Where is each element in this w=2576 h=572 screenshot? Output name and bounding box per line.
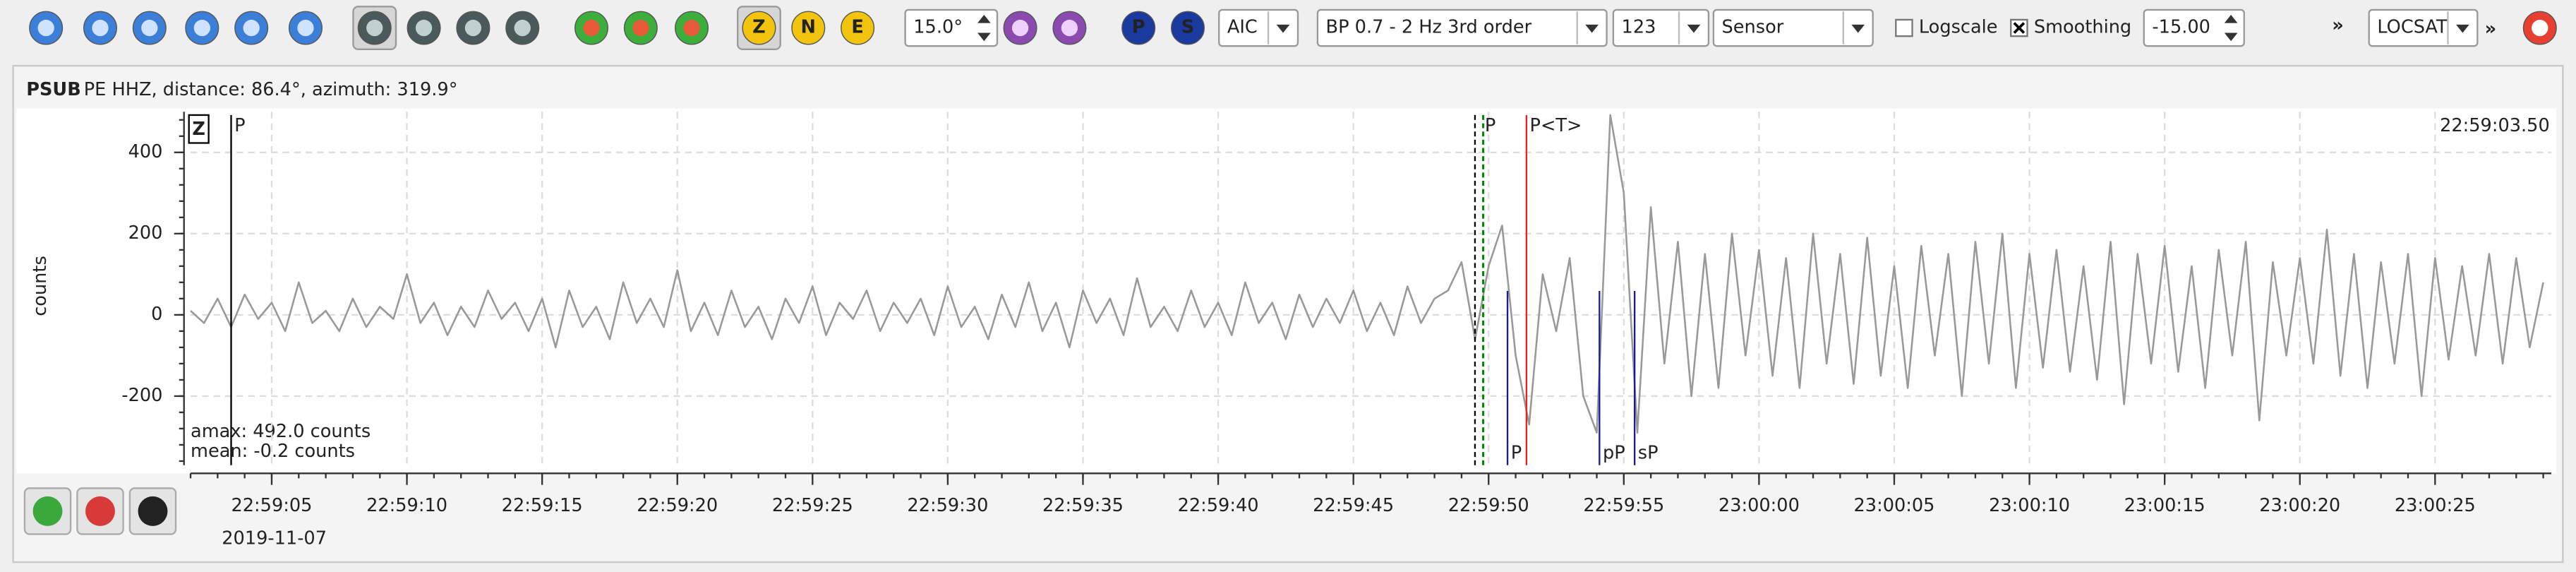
tool-button[interactable] [841,11,875,45]
offset-spinbox[interactable] [2143,8,2245,47]
y-axis-label: counts [30,256,51,316]
pick-label: pP [1603,442,1625,463]
logscale-label: Logscale [1919,17,1998,38]
icon [415,19,433,37]
x-tick-label: 22:59:15 [502,495,583,516]
x-tick-label: 22:59:50 [1448,495,1529,516]
plot-area [16,108,2557,474]
pick-label: P [234,115,245,136]
pick-label: P<T> [1530,115,1582,136]
icon [1011,19,1029,37]
icon [141,19,158,37]
action-icon [85,496,115,526]
y-tick-label: -200 [121,385,162,406]
picker-combo[interactable] [1218,8,1299,47]
spin-down [977,32,991,42]
arrow [1585,24,1599,33]
x-tick-label: 23:00:05 [1854,495,1935,516]
y-tick-label: 200 [128,222,163,244]
action-icon [138,496,168,526]
offset-spinbox-text: -15.00 [2152,17,2210,38]
start-time: 22:59:03.50 [2440,115,2550,136]
amax: amax: 492.0 counts [191,421,371,442]
tool-button[interactable] [1171,11,1205,45]
x-tick-label: 23:00:10 [1989,495,2070,516]
station: PSUB [26,79,80,100]
arrow [1687,24,1701,33]
tool-button[interactable] [1121,11,1156,45]
spin-up [2224,14,2238,23]
locator-combo-text: LOCSAT [2377,17,2448,38]
angle-spinbox-text: 15.0° [913,17,963,38]
more-button[interactable]: » [2485,18,2497,40]
filter-combo[interactable] [1316,8,1608,47]
x-tick-label: 22:59:05 [231,495,312,516]
phase-button-label: P [1132,17,1145,38]
x-tick-label: 23:00:00 [1719,495,1800,516]
trace-info: PE HHZ, distance: 86.4°, azimuth: 319.9° [84,79,458,100]
x-tick-label: 22:59:20 [637,495,718,516]
angle-spinbox[interactable] [904,8,999,47]
waveform [190,114,2544,434]
pick-label: P [1511,442,1522,463]
x-tick-label: 23:00:20 [2259,495,2340,516]
x-tick-label: 22:59:45 [1313,495,1394,516]
icon [632,19,649,37]
x-tick-label: 22:59:10 [366,495,447,516]
component-button-label: E [851,17,863,38]
more-button[interactable]: » [2332,15,2344,36]
icon [514,19,531,37]
component-box [188,114,210,144]
logscale-checkbox[interactable] [1895,18,1913,37]
icon [37,19,54,37]
y-tick-label: 0 [151,304,162,325]
x-tick-label: 23:00:15 [2124,495,2205,516]
filter-combo-text: BP 0.7 - 2 Hz 3rd order [1326,17,1532,38]
x-tick-label: 22:59:30 [907,495,988,516]
smoothing-label: Smoothing [2034,17,2131,38]
unit-combo[interactable] [1712,8,1874,47]
count-combo-text: 123 [1622,17,1656,38]
unit-combo-text: Sensor [1722,17,1784,38]
count-combo[interactable] [1612,8,1710,47]
x-tick-label: 22:59:35 [1042,495,1124,516]
arrow [1851,24,1865,33]
arrow [2456,24,2469,33]
pick-label: P [1485,115,1495,136]
icon [683,19,700,37]
component: Z [192,119,205,140]
component-button-label: N [801,17,816,38]
y-tick-label: 400 [128,141,163,162]
icon [366,19,383,37]
date: 2019-11-07 [222,528,327,549]
spin-up [977,14,991,23]
spin-down [2224,32,2238,42]
x-tick-label: 22:59:25 [772,495,853,516]
tool-button[interactable] [742,11,776,45]
mean: mean: -0.2 counts [191,441,355,462]
picker-combo-text: AIC [1227,17,1258,38]
icon [193,19,210,37]
locator-combo[interactable] [2368,8,2479,47]
icon [297,19,314,37]
icon [583,19,600,37]
icon [464,19,482,37]
x-tick-label: 22:59:55 [1583,495,1664,516]
icon [2532,19,2548,37]
check-mark [2013,22,2026,34]
x-tick-label: 22:59:40 [1178,495,1259,516]
component-button-label: Z [752,17,766,38]
pick-label: sP [1638,442,1659,463]
icon [92,19,109,37]
icon [243,19,260,37]
phase-button-label: S [1181,17,1194,38]
x-tick-label: 23:00:25 [2395,495,2476,516]
arrow [1276,24,1290,33]
tool-button[interactable] [791,11,826,45]
icon [1061,19,1078,37]
action-icon [32,496,63,526]
